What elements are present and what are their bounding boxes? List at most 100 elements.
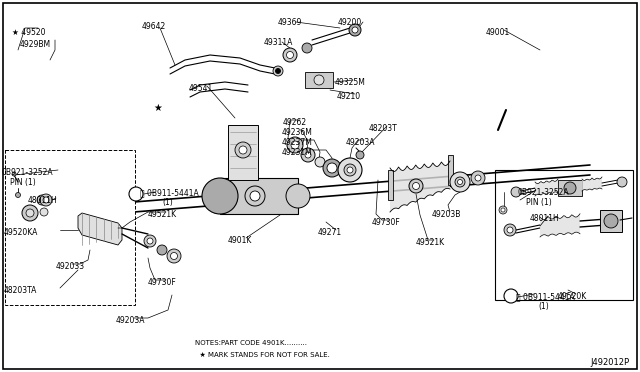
Bar [558,180,582,196]
Circle shape [147,238,153,244]
Circle shape [239,146,247,154]
Circle shape [250,191,260,201]
Text: ★ MARK STANDS FOR NOT FOR SALE.: ★ MARK STANDS FOR NOT FOR SALE. [195,352,330,358]
Bar [5,150,135,305]
Circle shape [40,194,52,206]
Circle shape [287,51,294,58]
Circle shape [301,148,315,162]
Circle shape [40,208,48,216]
Circle shape [511,187,521,197]
Circle shape [501,208,505,212]
Circle shape [507,227,513,233]
Circle shape [352,27,358,33]
Circle shape [287,137,303,153]
Text: 49369: 49369 [278,18,302,27]
Text: NOTES:PART CODE 4901K..........: NOTES:PART CODE 4901K.......... [195,340,307,346]
Text: 0B921-3252A: 0B921-3252A [2,168,54,177]
Text: N: N [508,294,514,299]
Bar [220,178,298,214]
Text: 0B921-3252A: 0B921-3252A [518,188,570,197]
Bar [305,72,333,88]
Text: 492033: 492033 [56,262,85,271]
Circle shape [291,141,299,149]
Text: 49231M: 49231M [282,148,313,157]
Circle shape [455,177,465,187]
Circle shape [323,159,341,177]
Circle shape [40,198,45,202]
Circle shape [305,152,311,158]
Text: 49203A: 49203A [346,138,376,147]
Circle shape [283,48,297,62]
Circle shape [458,180,463,185]
Text: 49203A: 49203A [116,316,145,325]
Circle shape [202,178,238,214]
Polygon shape [78,213,122,245]
Text: ⓝ 0B911-5441A: ⓝ 0B911-5441A [516,292,575,301]
Circle shape [245,186,265,206]
Text: 49236M: 49236M [282,128,313,137]
Circle shape [12,172,16,176]
Circle shape [286,184,310,208]
Text: 48011H: 48011H [28,196,58,205]
Bar [228,125,258,180]
Circle shape [26,209,34,217]
Bar [412,181,420,191]
Circle shape [564,182,576,194]
Text: 49271: 49271 [318,228,342,237]
Circle shape [471,171,485,185]
Text: 49642: 49642 [142,22,166,31]
Text: 49730F: 49730F [148,278,177,287]
Circle shape [302,43,312,53]
Text: ⓝ 0B911-5441A: ⓝ 0B911-5441A [140,188,199,197]
Circle shape [235,142,251,158]
Bar [600,210,622,232]
Circle shape [327,163,337,173]
Circle shape [315,157,325,167]
Text: 49001: 49001 [486,28,510,37]
Text: N: N [133,192,139,198]
Text: 49730F: 49730F [372,218,401,227]
Circle shape [129,187,143,201]
Bar [448,155,453,185]
Circle shape [157,245,167,255]
Text: ★ 49520: ★ 49520 [12,28,45,37]
Circle shape [347,167,353,173]
Circle shape [170,253,177,260]
Text: 49520K: 49520K [558,292,588,301]
Text: 49237M: 49237M [282,138,313,147]
Bar [388,170,393,200]
Text: 49210: 49210 [337,92,361,101]
Circle shape [413,183,419,189]
Text: 49541: 49541 [189,84,213,93]
Circle shape [356,151,364,159]
Circle shape [43,197,49,203]
Text: 48203T: 48203T [369,124,397,133]
Circle shape [275,68,280,74]
Circle shape [37,195,47,205]
Text: 49262: 49262 [283,118,307,127]
Text: 49521K: 49521K [148,210,177,219]
Text: 49200: 49200 [338,18,362,27]
Circle shape [167,249,181,263]
Text: 48203TA: 48203TA [4,286,37,295]
Text: (1): (1) [162,198,173,207]
Text: 4901K: 4901K [228,236,252,245]
Circle shape [338,158,362,182]
Circle shape [475,175,481,181]
Circle shape [504,224,516,236]
Circle shape [15,192,20,198]
Text: 49520KA: 49520KA [4,228,38,237]
Circle shape [499,206,507,214]
Text: (1): (1) [538,302,548,311]
Text: J492012P: J492012P [591,358,630,367]
Text: 4929BM: 4929BM [20,40,51,49]
Circle shape [273,66,283,76]
Circle shape [617,177,627,187]
Circle shape [144,235,156,247]
Text: ★: ★ [154,103,163,113]
Circle shape [409,179,423,193]
Text: 49521K: 49521K [416,238,445,247]
Circle shape [344,164,356,176]
Text: PIN (1): PIN (1) [526,198,552,207]
Text: 49203B: 49203B [432,210,461,219]
